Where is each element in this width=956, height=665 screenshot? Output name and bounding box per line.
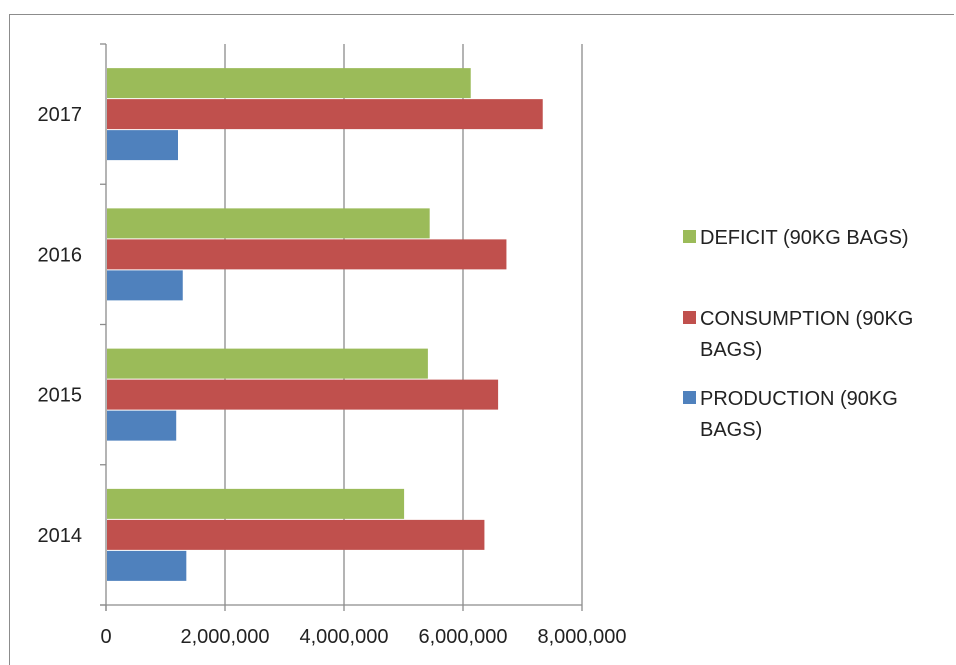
bar-2017-consumption: [107, 99, 543, 130]
legend-label-consumption-line0: CONSUMPTION (90KG: [700, 308, 913, 330]
bars: [107, 68, 543, 581]
bar-2014-consumption: [107, 519, 485, 550]
legend-swatch-production: [683, 391, 696, 404]
tick-labels: 2014 2015 2016 2017 0 2,000,000 4,000,000 6,000…: [38, 104, 627, 648]
legend-swatch-deficit: [683, 230, 696, 243]
axes: [100, 43, 583, 611]
bar-2017-production: [107, 130, 178, 161]
bar-2016-production: [107, 270, 183, 301]
legend-label-deficit-line0: DEFICIT (90KG BAGS): [700, 227, 909, 249]
bar-2017-deficit: [107, 68, 471, 99]
legend-label-production-line0: PRODUCTION (90KG: [700, 388, 898, 410]
bar-2014-deficit: [107, 488, 405, 519]
bar-2016-consumption: [107, 239, 507, 270]
x-tick-label-3: 6,000,000: [419, 626, 508, 648]
y-tick-label-2016: 2016: [38, 244, 83, 266]
x-tick-label-0: 0: [100, 626, 111, 648]
legend-swatch-consumption: [683, 311, 696, 324]
y-tick-label-2014: 2014: [38, 525, 83, 547]
bar-2015-consumption: [107, 379, 499, 410]
x-tick-label-2: 4,000,000: [300, 626, 389, 648]
bar-2016-deficit: [107, 208, 430, 239]
y-tick-label-2017: 2017: [38, 104, 83, 126]
legend-label-production-line1: BAGS): [700, 419, 762, 441]
x-tick-label-4: 8,000,000: [538, 626, 627, 648]
y-tick-label-2015: 2015: [38, 385, 83, 407]
legend: DEFICIT (90KG BAGS) CONSUMPTION (90KG BAGS…: [683, 227, 913, 441]
legend-label-consumption-line1: BAGS): [700, 339, 762, 361]
bar-2015-deficit: [107, 348, 428, 379]
bar-2014-production: [107, 550, 187, 581]
x-tick-label-1: 2,000,000: [181, 626, 270, 648]
bar-2015-production: [107, 410, 177, 441]
